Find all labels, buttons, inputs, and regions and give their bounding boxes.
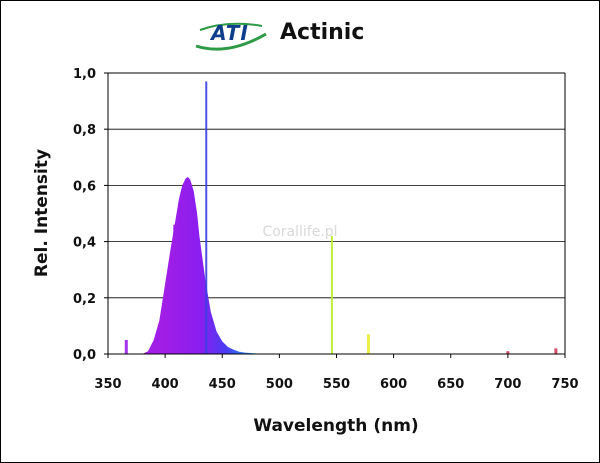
emission-line-408 — [173, 224, 176, 354]
x-tick-label: 400 — [152, 377, 179, 392]
x-tick-label: 700 — [494, 377, 521, 392]
x-tick-label: 500 — [266, 377, 293, 392]
y-tick-label: 0,8 — [73, 123, 96, 138]
emission-line-578 — [366, 334, 370, 354]
ati-logo-icon — [195, 22, 267, 51]
y-tick-label: 0,0 — [73, 348, 96, 363]
y-tick-label: 0,6 — [73, 179, 96, 194]
emission-line-700 — [506, 351, 510, 354]
y-tick-label: 1,0 — [73, 67, 96, 82]
x-tick-labels: 350 400 450 500 550 600 650 700 750 — [94, 354, 579, 392]
spectrum-area-layer — [142, 176, 268, 354]
emission-line-436 — [205, 81, 208, 355]
x-axis-label: Wavelength (nm) — [253, 416, 418, 436]
emission-line-546 — [330, 235, 333, 354]
emission-lines-layer — [124, 81, 558, 355]
y-tick-label: 0,2 — [73, 292, 96, 307]
x-tick-label: 600 — [380, 377, 407, 392]
x-tick-label: 750 — [551, 377, 578, 392]
x-tick-label: 450 — [209, 377, 236, 392]
watermark: Corallife.pl — [262, 224, 337, 240]
x-tick-label: 350 — [94, 377, 121, 392]
y-tick-label: 0,4 — [73, 236, 96, 251]
y-tick-labels: 0,0 0,2 0,4 0,6 0,8 1,0 — [73, 67, 108, 363]
spectrum-area-0 — [142, 176, 268, 354]
y-axis-label: Rel. Intensity — [32, 149, 52, 277]
emission-line-742 — [554, 348, 558, 354]
x-tick-label: 550 — [323, 377, 350, 392]
logo-text: ATI — [211, 21, 249, 45]
chart-title: Actinic — [280, 20, 365, 45]
emission-line-366 — [124, 339, 128, 354]
x-tick-label: 650 — [437, 377, 464, 392]
